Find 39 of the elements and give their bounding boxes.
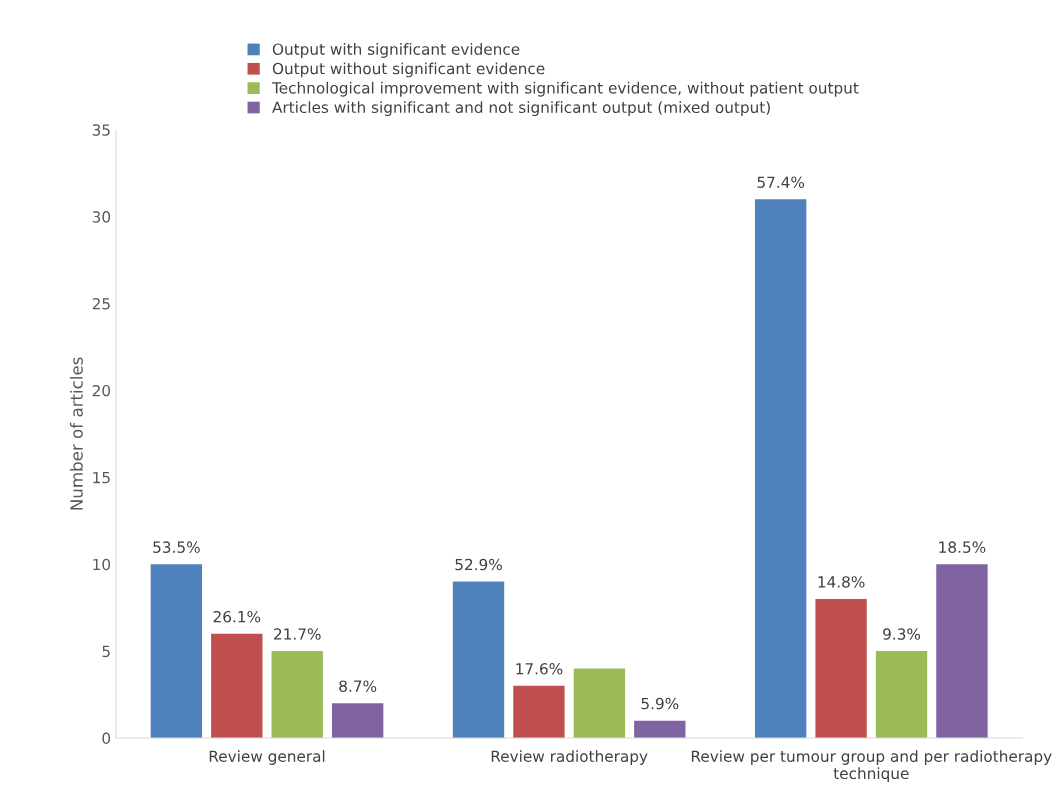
legend-label: Output without significant evidence xyxy=(272,62,545,78)
annotation: 9.3% xyxy=(883,628,921,640)
x-tick-label: Review per tumour group and per radiotherapy technique xyxy=(691,750,1052,783)
annotation: 5.9% xyxy=(641,697,679,710)
bar xyxy=(573,668,626,739)
annotation: 17.6% xyxy=(516,663,563,675)
annotation: 53.5% xyxy=(153,541,200,553)
legend-label: Technological improvement with significant evidence, without patient output xyxy=(271,81,859,97)
y-tick-label: 25 xyxy=(92,298,110,310)
bar xyxy=(815,598,867,739)
y-tick-label: 0 xyxy=(102,732,111,745)
x-tick-label: Review general xyxy=(209,750,325,765)
y-axis-title: Number of articles xyxy=(69,357,83,510)
y-tick-label: 30 xyxy=(92,211,111,223)
y-tick-label: 5 xyxy=(102,645,110,658)
y-tick-label: 20 xyxy=(92,384,111,397)
bar xyxy=(452,581,505,739)
annotation: 26.1% xyxy=(213,610,261,623)
bar xyxy=(150,564,203,739)
x-tick-label: Review radiotherapy xyxy=(491,750,648,765)
bar xyxy=(875,651,928,739)
annotation: 57.4% xyxy=(757,176,805,188)
annotation: 21.7% xyxy=(274,628,321,640)
y-tick-label: 10 xyxy=(93,558,111,571)
annotation: 14.8% xyxy=(818,576,865,588)
bar xyxy=(634,720,686,739)
bar xyxy=(331,703,384,739)
y-tick-label: 15 xyxy=(93,472,110,484)
bar xyxy=(211,633,263,739)
legend-label: Articles with significant and not significant output (mixed output) xyxy=(272,101,770,117)
annotation: 18.5% xyxy=(939,541,986,553)
y-tick-label: 35 xyxy=(92,124,110,136)
legend-label: Output with significant evidence xyxy=(272,43,520,58)
bar xyxy=(271,651,323,739)
bar xyxy=(754,199,807,739)
annotation: 52.9% xyxy=(455,558,502,571)
bar xyxy=(513,685,565,739)
annotation: 8.7% xyxy=(339,680,377,692)
bar xyxy=(936,564,988,739)
